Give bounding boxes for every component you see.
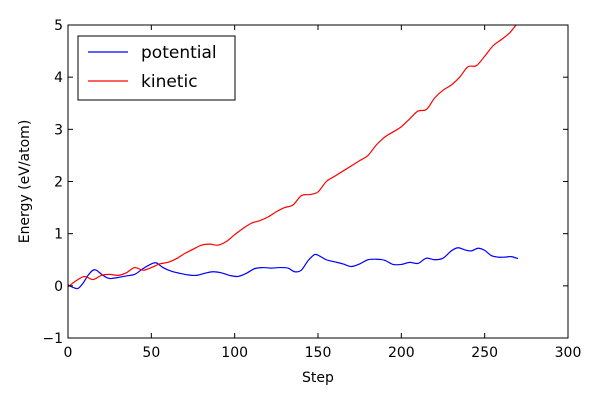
y-tick-label: 4: [54, 70, 63, 86]
series-line-kinetic: [68, 25, 517, 288]
series-layer: [68, 25, 519, 290]
legend-frame: [77, 35, 236, 101]
x-tick-label: 50: [142, 345, 160, 361]
x-tick-label: 250: [471, 345, 498, 361]
y-axis-label: Energy (eV/atom): [17, 120, 33, 244]
legend: potential kinetic: [77, 35, 236, 101]
x-tick-label: 100: [221, 345, 248, 361]
x-tick-label: 150: [305, 345, 332, 361]
x-tick-label: 0: [64, 345, 73, 361]
y-tick-label: −1: [42, 331, 63, 347]
series-line-potential: [68, 247, 519, 290]
y-tick-label: 3: [54, 122, 63, 138]
legend-label-kinetic: kinetic: [141, 72, 198, 92]
y-tick-label: 2: [54, 175, 63, 191]
y-tick-label: 5: [54, 18, 63, 34]
y-tick-label: 0: [54, 279, 63, 295]
x-tick-label: 200: [388, 345, 415, 361]
x-axis-label: Step: [302, 370, 334, 386]
y-tick-label: 1: [54, 227, 63, 243]
x-tick-label: 300: [555, 345, 582, 361]
legend-label-potential: potential: [141, 43, 217, 63]
